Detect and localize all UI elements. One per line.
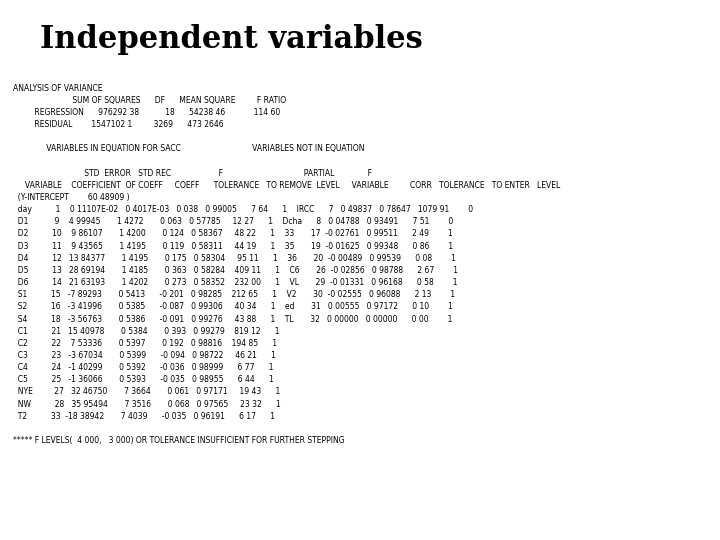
Text: S1          15   -7 89293       0 5413      -0 201   0 98285    212 65      1   : S1 15 -7 89293 0 5413 -0 201 0 98285 212…: [13, 291, 455, 299]
Text: REGRESSION      976292 38           18      54238 46            114 60: REGRESSION 976292 38 18 54238 46 114 60: [13, 108, 280, 117]
Text: D2          10    9 86107       1 4200       0 124   0 58367     48 22      1   : D2 10 9 86107 1 4200 0 124 0 58367 48 22…: [13, 230, 453, 239]
Text: T2          33  -18 38942       7 4039      -0 035   0 96191      6 17      1: T2 33 -18 38942 7 4039 -0 035 0 96191 6 …: [13, 411, 275, 421]
Text: C2          22    7 53336       0 5397       0 192   0 98816    194 85      1: C2 22 7 53336 0 5397 0 192 0 98816 194 8…: [13, 339, 277, 348]
Text: RESIDUAL        1547102 1         3269      473 2646: RESIDUAL 1547102 1 3269 473 2646: [13, 120, 224, 129]
Text: NW          28   35 95494       7 3516       0 068   0 97565     23 32      1: NW 28 35 95494 7 3516 0 068 0 97565 23 3…: [13, 400, 281, 409]
Text: ***** F LEVELS(  4 000,   3 000) OR TOLERANCE INSUFFICIENT FOR FURTHER STEPPING: ***** F LEVELS( 4 000, 3 000) OR TOLERAN…: [13, 436, 345, 445]
Text: day          1    0 11107E-02   0 4017E-03   0 038   0 99005      7 64      1   : day 1 0 11107E-02 0 4017E-03 0 038 0 990…: [13, 205, 473, 214]
Text: ANALYSIS OF VARIANCE: ANALYSIS OF VARIANCE: [13, 84, 102, 93]
Text: VARIABLES IN EQUATION FOR SACC                              VARIABLES NOT IN EQU: VARIABLES IN EQUATION FOR SACC VARIABLES…: [13, 145, 364, 153]
Text: D4          12   13 84377       1 4195       0 175   0 58304     95 11      1   : D4 12 13 84377 1 4195 0 175 0 58304 95 1…: [13, 254, 456, 263]
Text: NYE         27   32 46750       7 3664       0 061   0 97171     19 43      1: NYE 27 32 46750 7 3664 0 061 0 97171 19 …: [13, 388, 280, 396]
Text: SUM OF SQUARES      DF      MEAN SQUARE         F RATIO: SUM OF SQUARES DF MEAN SQUARE F RATIO: [13, 96, 286, 105]
Text: Independent variables: Independent variables: [40, 24, 423, 55]
Text: C4          24   -1 40299       0 5392      -0 036   0 98999      6 77      1: C4 24 -1 40299 0 5392 -0 036 0 98999 6 7…: [13, 363, 274, 372]
Text: C5          25   -1 36066       0 5393      -0 035   0 98955      6 44      1: C5 25 -1 36066 0 5393 -0 035 0 98955 6 4…: [13, 375, 274, 384]
Text: VARIABLE    COEFFICIENT  OF COEFF     COEFF      TOLERANCE   TO REMOVE  LEVEL   : VARIABLE COEFFICIENT OF COEFF COEFF TOLE…: [13, 181, 560, 190]
Text: D1           9    4 99945       1 4272       0 063   0 57785     12 27      1   : D1 9 4 99945 1 4272 0 063 0 57785 12 27 …: [13, 217, 453, 226]
Text: C3          23   -3 67034       0 5399      -0 094   0 98722     46 21      1: C3 23 -3 67034 0 5399 -0 094 0 98722 46 …: [13, 351, 276, 360]
Text: D5          13   28 69194       1 4185       0 363   0 58284    409 11      1   : D5 13 28 69194 1 4185 0 363 0 58284 409 …: [13, 266, 458, 275]
Text: STD  ERROR   STD REC                    F                                  PARTI: STD ERROR STD REC F PARTI: [13, 168, 372, 178]
Text: S2          16   -3 41996       0 5385      -0 087   0 99306     40 34      1   : S2 16 -3 41996 0 5385 -0 087 0 99306 40 …: [13, 302, 453, 312]
Text: D3          11    9 43565       1 4195       0 119   0 58311     44 19      1   : D3 11 9 43565 1 4195 0 119 0 58311 44 19…: [13, 241, 453, 251]
Text: D6          14   21 63193       1 4202       0 273   0 58352    232 00      1   : D6 14 21 63193 1 4202 0 273 0 58352 232 …: [13, 278, 457, 287]
Text: (Y-INTERCEPT        60 48909 ): (Y-INTERCEPT 60 48909 ): [13, 193, 130, 202]
Text: C1          21   15 40978       0 5384       0 393   0 99279    819 12      1: C1 21 15 40978 0 5384 0 393 0 99279 819 …: [13, 327, 279, 336]
Text: S4          18   -3 56763       0 5386      -0 091   0 99276     43 88      1   : S4 18 -3 56763 0 5386 -0 091 0 99276 43 …: [13, 314, 452, 323]
